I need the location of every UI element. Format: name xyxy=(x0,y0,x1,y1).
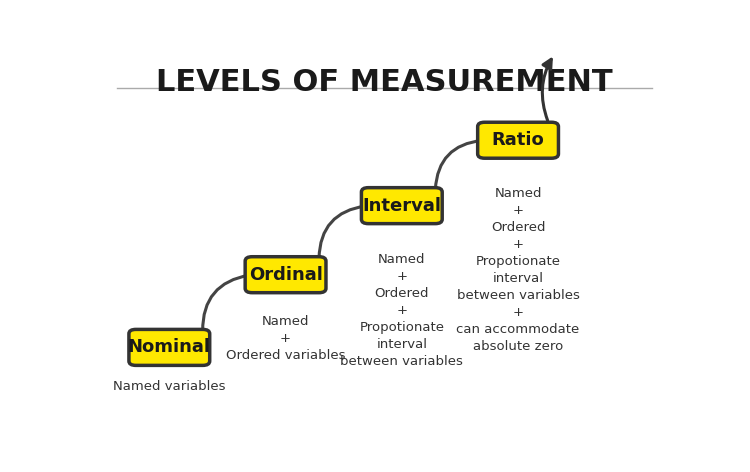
Text: Named variables: Named variables xyxy=(113,380,226,393)
Text: Nominal: Nominal xyxy=(128,338,211,356)
Text: Interval: Interval xyxy=(362,197,441,215)
Text: LEVELS OF MEASUREMENT: LEVELS OF MEASUREMENT xyxy=(156,67,613,97)
Text: Named
+
Ordered variables: Named + Ordered variables xyxy=(226,315,345,362)
Text: Ordinal: Ordinal xyxy=(248,266,322,284)
Text: Ratio: Ratio xyxy=(492,131,544,149)
FancyBboxPatch shape xyxy=(129,329,210,365)
FancyBboxPatch shape xyxy=(245,257,326,293)
FancyBboxPatch shape xyxy=(362,188,442,224)
Text: Named
+
Ordered
+
Propotionate
interval
between variables
+
can accommodate
abso: Named + Ordered + Propotionate interval … xyxy=(457,187,580,354)
FancyBboxPatch shape xyxy=(478,122,559,158)
Text: Named
+
Ordered
+
Propotionate
interval
between variables: Named + Ordered + Propotionate interval … xyxy=(340,253,464,368)
